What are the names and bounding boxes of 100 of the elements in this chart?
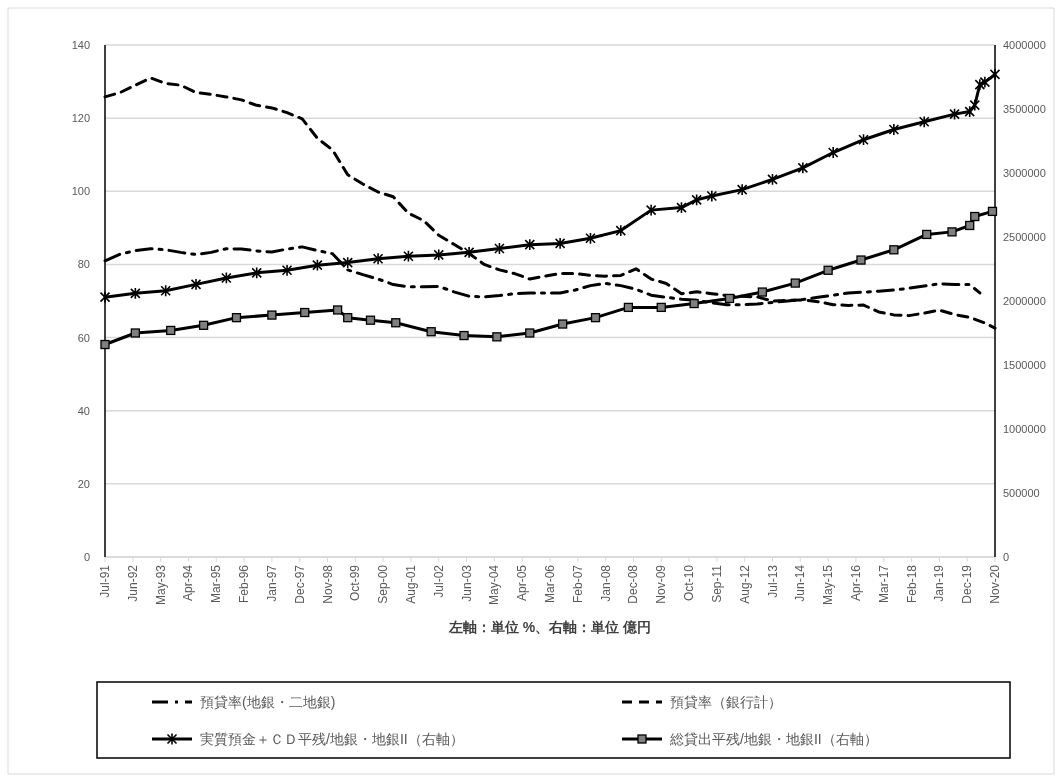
point: [918, 115, 930, 128]
point: [856, 255, 866, 265]
legend-label: 総貸出平残/地銀・地銀II（右軸）: [669, 731, 878, 747]
x-axis-title: 左軸：単位 %、右軸：単位 億円: [447, 619, 652, 635]
point: [767, 173, 778, 186]
point: [827, 146, 839, 159]
point: [221, 271, 232, 285]
point: [332, 305, 343, 315]
point: [130, 287, 141, 300]
x-tick-label: Oct-99: [348, 564, 363, 602]
point: [459, 330, 469, 341]
point: [888, 123, 900, 136]
y-tick-label: 0: [83, 551, 90, 563]
point: [623, 302, 634, 313]
point: [823, 265, 833, 275]
point: [554, 237, 566, 250]
point: [251, 266, 262, 280]
point: [166, 325, 176, 336]
y2-tick-label: 500000: [1003, 487, 1040, 499]
point: [494, 242, 505, 255]
x-tick-label: May-04: [487, 564, 502, 606]
y2-tick-label: 0: [1003, 551, 1010, 563]
point: [736, 183, 748, 196]
y2-tick-label: 3000000: [1003, 167, 1046, 179]
x-tick-label: Apr-16: [848, 564, 863, 602]
x-tick-label: Jan-97: [264, 564, 279, 602]
point: [724, 293, 735, 304]
point: [964, 105, 976, 118]
y2-tick-label: 1500000: [1003, 359, 1046, 371]
point: [130, 328, 140, 338]
x-tick-label: May-15: [821, 564, 836, 606]
y2-tick-label: 4000000: [1003, 39, 1046, 51]
point: [585, 232, 596, 245]
y2-tick-label: 2500000: [1003, 231, 1046, 243]
point: [281, 264, 293, 277]
x-tick-label: Jun-03: [459, 564, 474, 602]
x-tick-label: Jun-92: [125, 564, 140, 602]
point: [676, 201, 687, 214]
point: [372, 252, 384, 265]
point: [947, 227, 957, 237]
y-tick-label: 60: [77, 331, 90, 344]
point: [922, 229, 932, 240]
point: [365, 315, 376, 325]
x-tick-label: Dec-19: [960, 564, 975, 604]
x-tick-label: Apr-94: [181, 564, 196, 602]
x-tick-label: Aug-01: [403, 564, 418, 604]
point: [797, 161, 809, 175]
y2-tick-label: 3500000: [1003, 103, 1046, 115]
point: [974, 78, 986, 91]
x-tick-label: Jan-08: [598, 564, 613, 602]
point: [403, 250, 414, 263]
point: [433, 248, 445, 262]
point: [198, 320, 209, 330]
point: [99, 290, 111, 304]
point: [342, 256, 354, 269]
x-tick-label: Mar-95: [209, 564, 224, 604]
x-tick-label: Dec-08: [626, 564, 641, 604]
point: [426, 327, 436, 337]
point: [615, 224, 627, 237]
point: [100, 339, 110, 350]
point: [656, 302, 666, 313]
x-tick-label: Nov-20: [988, 564, 1002, 604]
legend-label: 実質預金＋ＣＤ平残/地銀・地銀II（右軸）: [200, 731, 464, 747]
x-tick-label: Mar-06: [543, 564, 557, 604]
x-tick-label: Feb-07: [570, 564, 585, 604]
x-tick-label: Aug-12: [737, 564, 752, 604]
point: [979, 75, 991, 89]
point: [590, 312, 601, 323]
point: [463, 246, 475, 259]
x-tick-label: Sep-00: [376, 564, 391, 604]
y-tick-label: 20: [77, 477, 90, 490]
point: [987, 206, 998, 217]
point: [969, 98, 981, 112]
x-tick-label: Oct-10: [682, 564, 697, 602]
point: [391, 318, 401, 328]
y-tick-label: 40: [77, 404, 90, 417]
point: [231, 312, 242, 323]
x-tick-label: Jul-02: [431, 564, 446, 598]
y2-tick-label: 1000000: [1003, 423, 1046, 435]
x-tick-label: Mar-17: [876, 564, 891, 604]
point: [858, 133, 869, 146]
x-tick-label: Jun-14: [793, 564, 808, 602]
point: [689, 298, 699, 309]
x-tick-label: Jan-19: [932, 564, 947, 602]
point: [267, 310, 277, 320]
point: [965, 220, 975, 231]
x-tick-label: Nov-09: [654, 564, 669, 604]
x-tick-label: Jul-91: [98, 564, 112, 598]
y-tick-label: 80: [77, 258, 90, 271]
point: [312, 258, 323, 272]
point: [160, 284, 171, 297]
point: [300, 307, 310, 318]
x-tick-label: May-93: [153, 564, 168, 606]
legend-label: 預貸率（銀行計）: [670, 694, 782, 710]
y-tick-label: 100: [71, 185, 90, 198]
y2-tick-label: 2000000: [1003, 295, 1046, 307]
y-tick-label: 140: [71, 39, 90, 51]
point: [645, 203, 657, 217]
legend-label: 預貸率(地銀・二地銀): [200, 694, 336, 710]
x-tick-label: Feb-96: [237, 564, 252, 604]
